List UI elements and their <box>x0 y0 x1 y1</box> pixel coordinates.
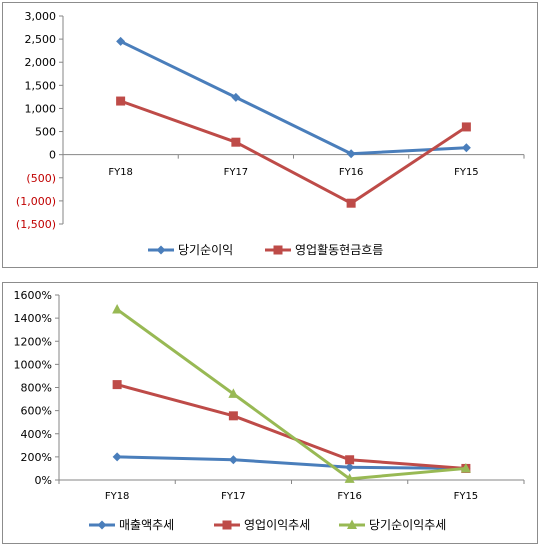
x-tick-label: FY15 <box>454 491 479 502</box>
data-point <box>228 455 238 465</box>
data-point <box>231 92 241 102</box>
data-point <box>112 380 122 390</box>
y-tick-label: 600% <box>21 405 52 418</box>
legend-marker <box>97 520 107 530</box>
data-point <box>228 388 239 398</box>
legend-marker <box>222 520 232 530</box>
legend-marker <box>347 519 357 529</box>
legend-label: 영업이익추세 <box>244 518 310 532</box>
chart-2-svg: 1600% 1400% 1200% 1000% 800% 600% 400% 200% 0% FY… <box>14 289 525 532</box>
legend-label: 당기순이익추세 <box>369 518 446 532</box>
data-point <box>345 455 355 465</box>
series-line-0 <box>115 455 468 470</box>
x-tick-label: FY15 <box>454 167 479 178</box>
data-point <box>231 137 241 147</box>
trend-chart: 1600% 1400% 1200% 1000% 800% 600% 400% 200% 0% FY… <box>2 282 538 544</box>
y-tick-label: (1,000) <box>16 195 56 208</box>
legend-label: 당기순이익 <box>178 243 233 257</box>
data-point <box>116 96 126 106</box>
data-point <box>346 149 356 159</box>
data-point <box>460 462 471 473</box>
x-tick-label: FY16 <box>339 167 364 178</box>
series-line-1 <box>115 383 468 470</box>
y-tick-label: 200% <box>21 451 52 464</box>
series-line-0 <box>119 39 468 156</box>
y-tick-label: 3,000 <box>25 10 57 23</box>
data-point <box>461 143 471 153</box>
y-tick-label: 0% <box>35 474 52 487</box>
data-point <box>345 462 355 472</box>
legend-marker <box>156 245 166 255</box>
y-tick-label: 1200% <box>14 335 52 348</box>
y-tick-label: (500) <box>26 172 56 185</box>
chart-1-svg: 3,000 2,500 2,000 1,500 1,000 500 0 (500) (1,000… <box>16 10 525 257</box>
legend-label: 영업활동현금흐름 <box>295 243 383 257</box>
data-point <box>346 198 356 208</box>
data-point <box>116 36 126 46</box>
y-tick-label: 1,500 <box>25 79 57 92</box>
y-tick-label: 2,000 <box>25 56 57 69</box>
data-point <box>112 303 123 314</box>
data-point <box>228 411 238 421</box>
net-income-cashflow-chart: 3,000 2,500 2,000 1,500 1,000 500 0 (500) (1,000… <box>2 2 538 268</box>
y-tick-label: 1600% <box>14 289 52 302</box>
y-tick-label: 0 <box>49 149 56 162</box>
x-tick-label: FY18 <box>105 491 130 502</box>
series-line-2 <box>115 307 468 481</box>
x-tick-label: FY17 <box>224 167 249 178</box>
y-tick-label: 2,500 <box>25 33 57 46</box>
y-tick-label: 1400% <box>14 312 52 325</box>
y-tick-label: 800% <box>21 382 52 395</box>
legend-marker <box>273 245 283 255</box>
x-tick-label: FY16 <box>337 491 362 502</box>
x-tick-label: FY18 <box>108 167 133 178</box>
data-point <box>344 473 355 483</box>
series-line-1 <box>119 99 468 205</box>
y-tick-label: 500 <box>35 126 56 139</box>
y-tick-label: 1000% <box>14 358 52 371</box>
data-point <box>112 452 122 462</box>
y-tick-label: 1,000 <box>25 102 57 115</box>
y-tick-label: 400% <box>21 428 52 441</box>
y-tick-label: (1,500) <box>16 218 56 231</box>
x-tick-label: FY17 <box>221 491 246 502</box>
data-point <box>461 122 471 132</box>
legend-label: 매출액추세 <box>119 518 174 532</box>
